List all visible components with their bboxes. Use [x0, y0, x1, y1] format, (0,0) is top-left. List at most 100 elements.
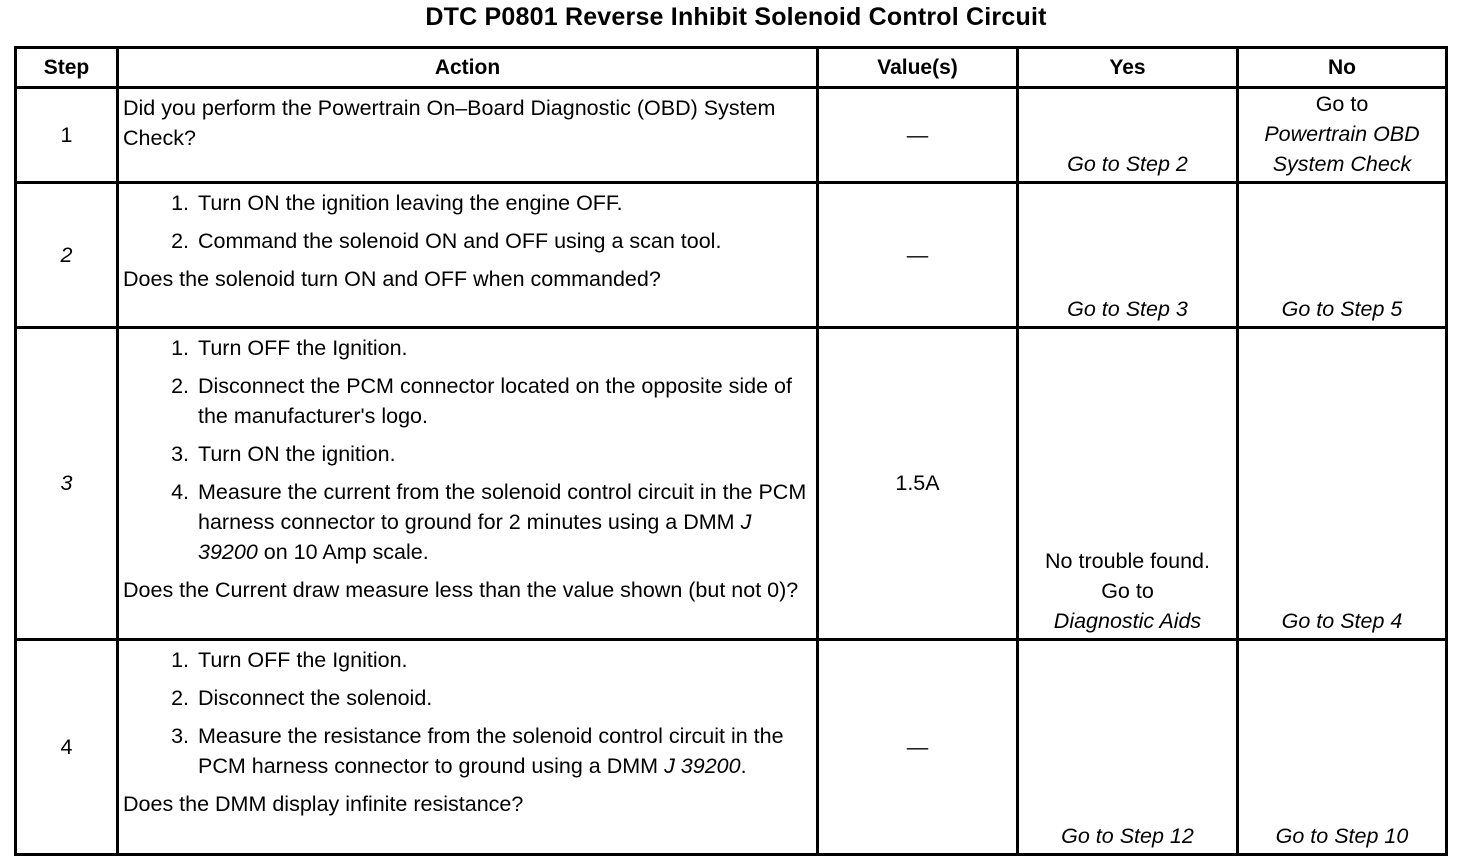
action-item: 3. Turn ON the ignition.	[123, 439, 812, 469]
text-segment: Go to Step 3	[1067, 297, 1188, 321]
item-text: Turn OFF the Ignition.	[198, 645, 408, 675]
value-cell: 1.5A	[816, 326, 1019, 641]
no-cell: Go to Step 10	[1236, 638, 1448, 856]
action-cell: 1. Turn OFF the Ignition. 2. Disconnect the…	[116, 326, 819, 641]
text-segment: Go to Step 10	[1275, 824, 1409, 848]
no-cell: Go to Step 5	[1236, 181, 1448, 329]
action-cell: Did you perform the Powertrain On–Board …	[116, 86, 819, 184]
item-number: 3.	[171, 442, 189, 466]
text-segment: Did you perform the Powertrain On–Board …	[123, 96, 776, 150]
text-segment: Go to Step 4	[1281, 609, 1403, 633]
item-text: Turn OFF the Ignition.	[198, 333, 408, 363]
text-segment: Measure the resistance from the solenoid…	[198, 724, 784, 778]
text-segment: Does the DMM display infinite resistance…	[123, 792, 524, 816]
action-question: Does the DMM display infinite resistance…	[123, 789, 812, 819]
step-number: 3	[14, 326, 119, 641]
item-text: Turn ON the ignition.	[198, 439, 396, 469]
text-segment: Turn ON the ignition leaving the engine …	[198, 191, 623, 215]
yes-cell: Go to Step 3	[1016, 181, 1239, 329]
step-number: 1	[14, 86, 119, 184]
action-question: Does the Current draw measure less than …	[123, 575, 812, 605]
yes-line: Diagnostic Aids	[1019, 606, 1236, 636]
text-segment: J 39200	[198, 510, 752, 564]
text-segment: Diagnostic Aids	[1053, 609, 1202, 633]
item-number: 2.	[171, 686, 189, 710]
value-cell: —	[816, 181, 1019, 329]
header-values: Value(s)	[816, 46, 1019, 89]
table-row: 4 1. Turn OFF the Ignition. 2. Disconnect th…	[14, 638, 1448, 856]
text-segment: Does the Current draw measure less than …	[123, 578, 799, 602]
no-line: Go to Step 4	[1239, 606, 1445, 636]
no-line: Powertrain OBD	[1239, 119, 1445, 149]
action-item: 1. Turn OFF the Ignition.	[123, 333, 812, 363]
value-cell: —	[816, 86, 1019, 184]
text-segment: Disconnect the PCM connector located on …	[198, 374, 792, 428]
text-segment: Go to Step 2	[1067, 152, 1188, 176]
step-number: 2	[14, 181, 119, 329]
action-item: 2. Disconnect the solenoid.	[123, 683, 812, 713]
no-cell: Go to Step 4	[1236, 326, 1448, 641]
text-segment: System Check	[1272, 152, 1412, 176]
action-item: 4. Measure the current from the solenoid …	[123, 477, 812, 567]
no-cell: Go to Powertrain OBD System Check	[1236, 86, 1448, 184]
yes-line: Go to Step 3	[1019, 294, 1236, 324]
action-question: Did you perform the Powertrain On–Board …	[123, 93, 812, 153]
action-cell: 1. Turn ON the ignition leaving the engin…	[116, 181, 819, 329]
yes-line: Go to Step 2	[1019, 149, 1236, 179]
item-text: Command the solenoid ON and OFF using a …	[198, 226, 721, 256]
header-step: Step	[14, 46, 119, 89]
item-number: 2.	[171, 229, 189, 253]
item-text: Turn ON the ignition leaving the engine …	[198, 188, 623, 218]
value-cell: —	[816, 638, 1019, 856]
no-line: System Check	[1239, 149, 1445, 179]
table-row: 1 Did you perform the Powertrain On–Board…	[14, 86, 1448, 184]
no-line: Go to Step 10	[1239, 821, 1445, 851]
item-number: 1.	[171, 191, 189, 215]
action-cell: 1. Turn OFF the Ignition. 2. Disconnect the…	[116, 638, 819, 856]
header-yes: Yes	[1016, 46, 1239, 89]
yes-line: Go to Step 12	[1019, 821, 1236, 851]
yes-cell: Go to Step 12	[1016, 638, 1239, 856]
yes-line: No trouble found.	[1019, 546, 1236, 576]
diagnostic-table: Step Action Value(s) Yes No 1 Did you per…	[14, 46, 1448, 856]
header-no: No	[1236, 46, 1448, 89]
yes-cell: No trouble found. Go to Diagnostic Aids	[1016, 326, 1239, 641]
action-item: 1. Turn OFF the Ignition.	[123, 645, 812, 675]
header-row: Step Action Value(s) Yes No	[14, 46, 1448, 89]
action-item: 3. Measure the resistance from the soleno…	[123, 721, 812, 781]
step-number: 4	[14, 638, 119, 856]
action-item: 2. Command the solenoid ON and OFF using …	[123, 226, 812, 256]
text-segment: Go to Step 12	[1061, 824, 1194, 848]
text-segment: Disconnect the solenoid.	[198, 686, 433, 710]
item-number: 4.	[171, 480, 189, 504]
table-row: 2 1. Turn ON the ignition leaving the engi…	[14, 181, 1448, 329]
text-segment: .	[740, 754, 747, 778]
yes-line: Go to	[1019, 576, 1236, 606]
text-segment: Turn OFF the Ignition.	[198, 336, 408, 360]
table-row: 3 1. Turn OFF the Ignition. 2. Disconnect th…	[14, 326, 1448, 641]
text-segment: Go to Step 5	[1281, 297, 1403, 321]
text-segment: Command the solenoid ON and OFF using a …	[198, 229, 722, 253]
text-segment: Measure the current from the solenoid co…	[198, 480, 807, 534]
item-number: 1.	[171, 648, 189, 672]
text-segment: Does the solenoid turn ON and OFF when c…	[123, 267, 661, 291]
item-number: 3.	[171, 724, 189, 748]
action-item: 2. Disconnect the PCM connector located o…	[123, 371, 812, 431]
item-text: Disconnect the solenoid.	[198, 683, 432, 713]
no-line: Go to	[1239, 89, 1445, 119]
action-item: 1. Turn ON the ignition leaving the engin…	[123, 188, 812, 218]
text-segment: Go to	[1315, 92, 1369, 116]
item-text: Measure the resistance from the solenoid…	[198, 721, 812, 781]
page-title: DTC P0801 Reverse Inhibit Solenoid Contr…	[425, 3, 1047, 31]
text-segment: Powertrain OBD	[1264, 122, 1420, 146]
no-line: Go to Step 5	[1239, 294, 1445, 324]
text-segment: Turn ON the ignition.	[198, 442, 396, 466]
text-segment: Turn OFF the Ignition.	[198, 648, 408, 672]
item-number: 1.	[171, 336, 189, 360]
text-segment: Go to	[1101, 579, 1154, 603]
text-segment: No trouble found.	[1045, 549, 1210, 573]
header-action: Action	[116, 46, 819, 89]
item-text: Disconnect the PCM connector located on …	[198, 371, 812, 431]
yes-cell: Go to Step 2	[1016, 86, 1239, 184]
text-segment: J 39200	[664, 754, 741, 778]
